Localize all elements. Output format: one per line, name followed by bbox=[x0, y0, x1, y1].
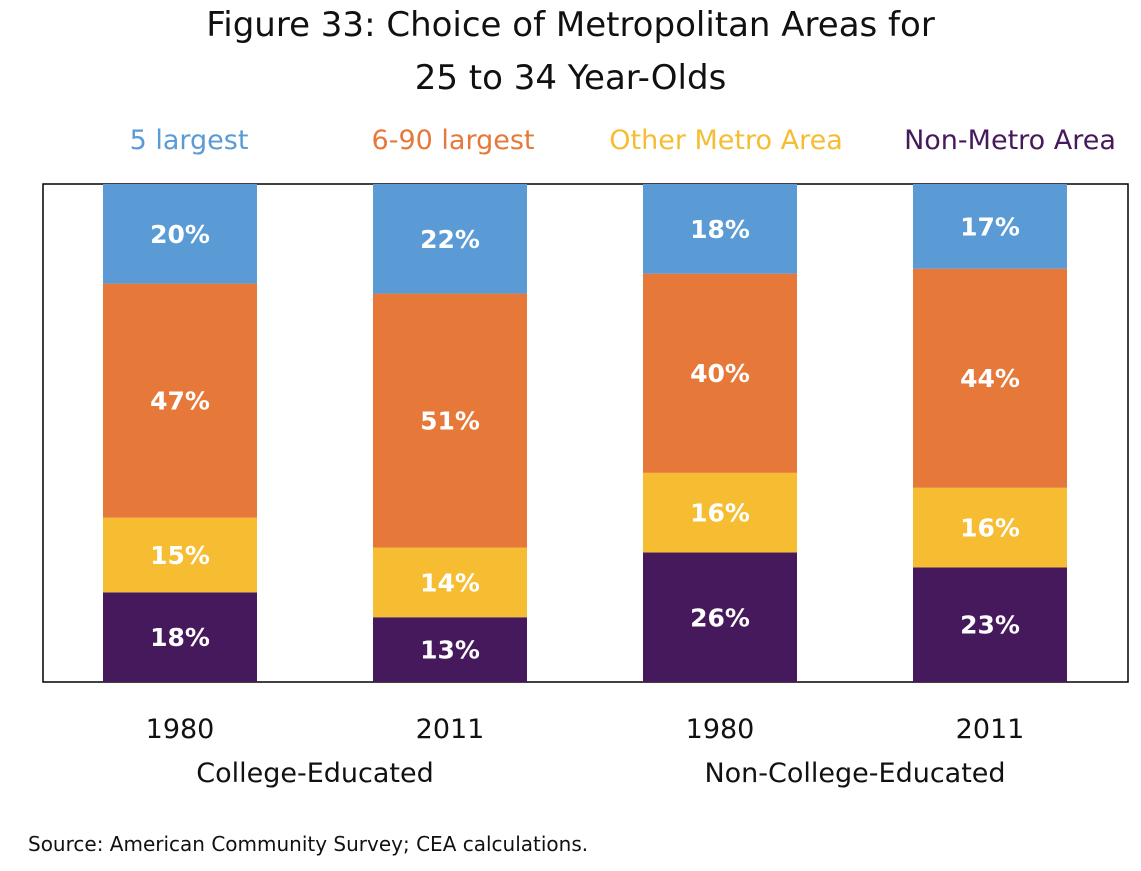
bar-segment-5-largest-1 bbox=[103, 184, 257, 284]
group-label: Non-College-Educated bbox=[704, 758, 1005, 789]
bar-segment-non-metro-area-1 bbox=[103, 592, 257, 682]
data-label: 47% bbox=[150, 387, 210, 416]
data-label: 20% bbox=[150, 220, 210, 249]
bar-segment-other-metro-area-3 bbox=[643, 472, 797, 553]
data-label: 44% bbox=[960, 364, 1020, 393]
bar-segment-6-90-largest-4 bbox=[913, 268, 1067, 488]
legend-item-6-90-largest: 6-90 largest bbox=[371, 125, 535, 156]
bar-segment-non-metro-area-3 bbox=[643, 552, 797, 682]
bar-segment-non-metro-area-4 bbox=[913, 567, 1067, 682]
bar-segment-6-90-largest-1 bbox=[103, 283, 257, 518]
plot-frame bbox=[42, 183, 1129, 683]
data-label: 26% bbox=[690, 603, 750, 632]
data-label: 51% bbox=[420, 407, 480, 436]
legend-item-non-metro-area: Non-Metro Area bbox=[904, 125, 1116, 156]
data-label: 18% bbox=[690, 215, 750, 244]
bar-segment-non-metro-area-2 bbox=[373, 617, 527, 682]
data-label: 18% bbox=[150, 623, 210, 652]
data-label: 16% bbox=[960, 514, 1020, 543]
legend-item-other-metro-area: Other Metro Area bbox=[609, 125, 843, 156]
legend-item-5-largest: 5 largest bbox=[129, 125, 249, 156]
bar-segment-6-90-largest-3 bbox=[643, 273, 797, 473]
data-label: 16% bbox=[690, 499, 750, 528]
data-label: 40% bbox=[690, 359, 750, 388]
data-label: 22% bbox=[420, 225, 480, 254]
data-label: 23% bbox=[960, 611, 1020, 640]
data-label: 17% bbox=[960, 212, 1020, 241]
bar-segment-6-90-largest-2 bbox=[373, 293, 527, 548]
data-label: 13% bbox=[420, 636, 480, 665]
bar-segment-5-largest-3 bbox=[643, 184, 797, 274]
source-note: Source: American Community Survey; CEA c… bbox=[28, 832, 589, 856]
bar-segment-5-largest-2 bbox=[373, 184, 527, 294]
chart-title-line-2: 25 to 34 Year-Olds bbox=[414, 58, 727, 98]
bar-segment-5-largest-4 bbox=[913, 184, 1067, 269]
bar-segment-other-metro-area-1 bbox=[103, 517, 257, 593]
data-label: 14% bbox=[420, 568, 480, 597]
bar-segment-other-metro-area-2 bbox=[373, 547, 527, 618]
x-tick-label: 2011 bbox=[416, 714, 485, 745]
chart-title-line-1: Figure 33: Choice of Metropolitan Areas … bbox=[206, 5, 935, 45]
x-tick-label: 1980 bbox=[686, 714, 755, 745]
data-label: 15% bbox=[150, 541, 210, 570]
group-label: College-Educated bbox=[196, 758, 434, 789]
x-tick-label: 1980 bbox=[146, 714, 215, 745]
bar-segment-other-metro-area-4 bbox=[913, 487, 1067, 568]
x-tick-label: 2011 bbox=[956, 714, 1025, 745]
